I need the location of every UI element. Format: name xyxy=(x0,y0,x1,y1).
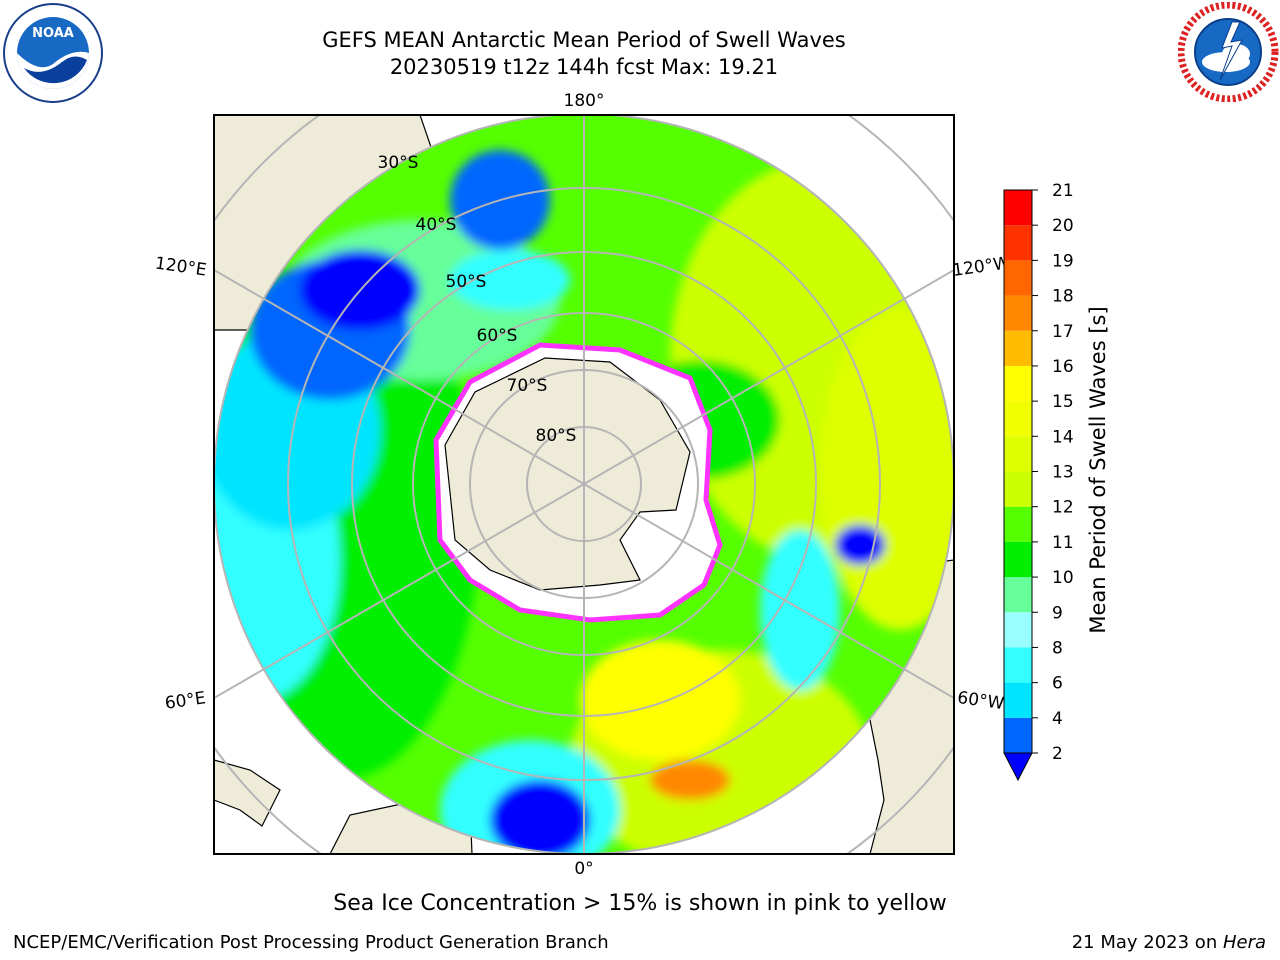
colorbar-bin xyxy=(1004,506,1032,542)
lon-label-60e: 60°E xyxy=(164,688,207,713)
colorbar-tick-label: 20 xyxy=(1052,216,1074,236)
colorbar-bin xyxy=(1004,401,1032,437)
colorbar-tick-label: 16 xyxy=(1052,357,1074,377)
colorbar-bin xyxy=(1004,717,1032,753)
colorbar-tick-label: 4 xyxy=(1052,709,1063,729)
colorbar-bin xyxy=(1004,330,1032,366)
machine-name: Hera xyxy=(1222,932,1266,953)
lon-label-0: 0° xyxy=(574,859,593,879)
lon-label-120w: 120°W xyxy=(951,253,1011,281)
colorbar-bin xyxy=(1004,365,1032,402)
issue-date: 21 May 2023 on Hera xyxy=(1072,932,1266,953)
colorbar-tick-label: 14 xyxy=(1052,427,1074,447)
colorbar-tick-label: 15 xyxy=(1052,392,1074,412)
lon-label-180: 180° xyxy=(564,91,605,111)
colorbar-tick-label: 13 xyxy=(1052,463,1074,483)
colorbar-tick-label: 11 xyxy=(1052,533,1074,553)
lat-label-70s: 70°S xyxy=(507,376,548,396)
credit-text: NCEP/EMC/Verification Post Processing Pr… xyxy=(13,932,609,953)
landmass-madagascar xyxy=(214,759,281,827)
chart-subtitle: 20230519 t12z 144h fcst Max: 19.21 xyxy=(389,55,779,79)
colorbar-tick-label: 18 xyxy=(1052,287,1074,307)
lon-label-120e: 120°E xyxy=(154,254,208,281)
colorbar-tick-label: 19 xyxy=(1052,251,1074,271)
noaa-logo-text: NOAA xyxy=(32,26,74,41)
map-frame xyxy=(213,114,955,855)
colorbar-bin xyxy=(1004,436,1032,472)
lat-label-60s: 60°S xyxy=(477,326,518,346)
graticule xyxy=(214,115,954,854)
colorbar: 2 4 6 8 9 10 11 12 13 14 15 16 17 18 19 20 21 xyxy=(1003,181,1074,782)
lat-label-80s: 80°S xyxy=(536,426,577,446)
colorbar-bin xyxy=(1004,541,1032,578)
colorbar-bin xyxy=(1004,682,1032,718)
colorbar-tick-label: 2 xyxy=(1052,744,1063,764)
lat-label-40s: 40°S xyxy=(416,215,457,235)
colorbar-bin xyxy=(1004,260,1032,296)
colorbar-bin xyxy=(1004,612,1032,648)
colorbar-tick-label: 6 xyxy=(1052,674,1063,694)
colorbar-tick-label: 8 xyxy=(1052,638,1063,658)
sea-ice-note: Sea Ice Concentration > 15% is shown in … xyxy=(333,891,947,916)
colorbar-label: Mean Period of Swell Waves [s] xyxy=(1086,306,1110,633)
colorbar-tick-label: 10 xyxy=(1052,568,1074,588)
colorbar-tick-label: 12 xyxy=(1052,498,1074,518)
chart-title: GEFS MEAN Antarctic Mean Period of Swell… xyxy=(322,28,846,52)
colorbar-tick-label: 21 xyxy=(1052,181,1074,201)
colorbar-bin xyxy=(1004,647,1032,683)
noaa-logo: NOAA xyxy=(3,3,103,103)
colorbar-bin xyxy=(1004,577,1032,613)
colorbar-bin xyxy=(1004,471,1032,507)
lon-label-60w: 60°W xyxy=(956,688,1005,714)
colorbar-tick-label: 9 xyxy=(1052,603,1063,623)
colorbar-bin xyxy=(1004,190,1032,226)
national-weather-service-logo xyxy=(1178,2,1279,102)
colorbar-extend-min xyxy=(1003,752,1033,782)
lat-label-50s: 50°S xyxy=(446,272,487,292)
lat-label-30s: 30°S xyxy=(378,153,419,173)
colorbar-tick-label: 17 xyxy=(1052,322,1074,342)
issue-date-text: 21 May 2023 on xyxy=(1071,932,1223,953)
colorbar-bin xyxy=(1004,225,1032,261)
colorbar-bin xyxy=(1004,295,1032,331)
